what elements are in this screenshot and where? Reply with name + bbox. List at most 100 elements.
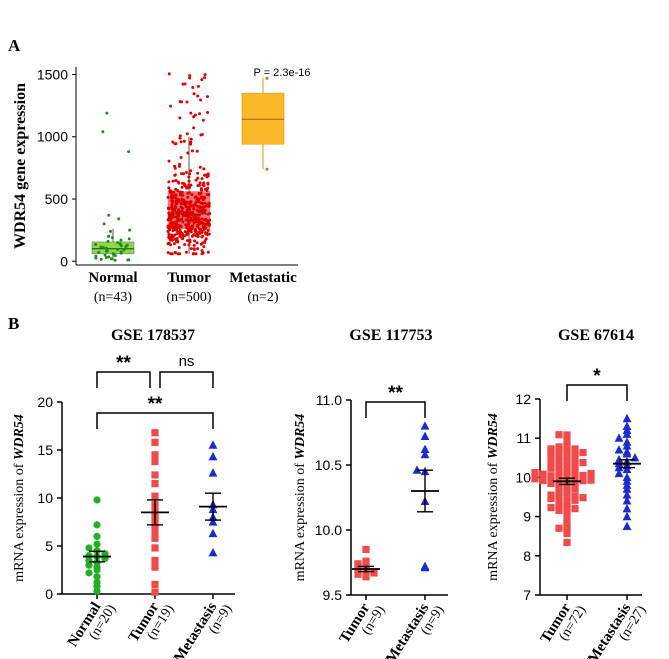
data-point — [571, 460, 579, 469]
data-point — [178, 234, 182, 238]
data-point — [178, 190, 182, 194]
data-point — [198, 165, 202, 169]
y-tick-label: 0 — [45, 586, 53, 602]
data-point — [186, 195, 190, 199]
data-point — [173, 173, 177, 177]
data-point — [420, 449, 430, 459]
y-tick-label: 20 — [37, 394, 53, 410]
data-point — [202, 195, 206, 199]
y-tick-label: 10 — [37, 490, 53, 506]
data-point — [171, 225, 175, 229]
data-point — [178, 134, 182, 138]
data-point — [563, 493, 571, 501]
data-point — [106, 239, 110, 243]
data-point — [555, 487, 563, 496]
data-point — [190, 234, 194, 238]
data-point — [189, 247, 193, 251]
data-point — [587, 476, 595, 484]
data-point — [265, 76, 269, 80]
data-point — [531, 475, 539, 483]
data-point — [169, 199, 173, 203]
data-point — [579, 477, 587, 485]
scatter-chart-gse67614: GSE 67614 7 8 9 10 11 12 mRNA expression of WDR… — [486, 327, 650, 659]
data-point — [354, 570, 362, 578]
data-point — [206, 250, 210, 254]
data-point — [93, 540, 101, 548]
data-point — [189, 142, 193, 146]
data-point — [196, 171, 200, 175]
data-point — [174, 239, 178, 243]
data-point — [180, 100, 184, 104]
data-point — [196, 84, 200, 88]
data-point — [107, 255, 111, 259]
data-point — [110, 236, 114, 240]
data-point — [169, 104, 173, 108]
data-point — [204, 222, 208, 226]
data-point — [420, 561, 430, 570]
scatter-chart-gse117753: GSE 117753 9.5 10.0 10.5 11.0 mRNA expression… — [293, 327, 448, 659]
data-point — [172, 190, 176, 194]
data-point — [183, 200, 187, 204]
data-point — [208, 218, 212, 222]
data-point — [571, 496, 579, 504]
y-tick-label: 500 — [45, 191, 69, 207]
data-point — [563, 507, 571, 515]
data-point — [113, 254, 117, 258]
data-point — [195, 149, 199, 153]
data-point — [178, 116, 182, 120]
data-point — [189, 204, 193, 208]
data-point — [571, 472, 579, 481]
data-point — [177, 164, 181, 168]
data-point — [563, 483, 571, 492]
data-point — [194, 252, 198, 256]
y-axis-title-prefix: mRNA expression of — [12, 460, 27, 582]
data-point — [188, 200, 192, 204]
significance-bracket — [365, 401, 426, 418]
data-point — [170, 201, 174, 205]
data-point — [177, 211, 181, 215]
data-point — [177, 245, 181, 249]
y-tick-label: 10.5 — [315, 457, 342, 473]
data-point — [170, 221, 174, 225]
data-point — [167, 235, 171, 239]
significance-label: ** — [116, 353, 131, 374]
data-point — [563, 467, 571, 476]
data-point — [579, 448, 587, 457]
data-point — [184, 218, 188, 222]
data-point — [208, 517, 218, 526]
data-point — [174, 196, 178, 200]
data-point — [181, 237, 185, 241]
data-point — [173, 208, 177, 212]
panel-title: GSE 67614 — [558, 327, 634, 344]
data-point — [185, 225, 189, 229]
panel-b-letter: B — [8, 314, 19, 333]
y-tick-label: 9 — [523, 509, 531, 525]
data-point — [167, 72, 171, 76]
data-point — [183, 242, 187, 246]
data-point — [204, 217, 208, 221]
data-point — [85, 552, 93, 560]
data-point — [622, 472, 632, 481]
data-point — [188, 172, 192, 176]
data-point — [571, 505, 579, 513]
data-point — [192, 214, 196, 218]
data-point — [555, 478, 563, 487]
data-point — [200, 78, 204, 82]
y-tick-label: 10.0 — [315, 522, 342, 538]
data-point — [203, 239, 207, 243]
category-n-label: (n=2) — [247, 290, 279, 305]
data-point — [579, 494, 587, 502]
data-point — [206, 228, 210, 232]
data-point — [197, 183, 201, 187]
data-point — [167, 232, 171, 236]
data-point — [202, 245, 206, 249]
data-point — [180, 172, 184, 176]
data-point — [180, 190, 184, 194]
data-point — [571, 445, 579, 453]
data-point — [547, 454, 555, 462]
data-point — [115, 247, 119, 251]
data-point — [203, 73, 207, 77]
data-point — [194, 218, 198, 222]
data-point — [201, 234, 205, 238]
data-point — [185, 214, 189, 218]
